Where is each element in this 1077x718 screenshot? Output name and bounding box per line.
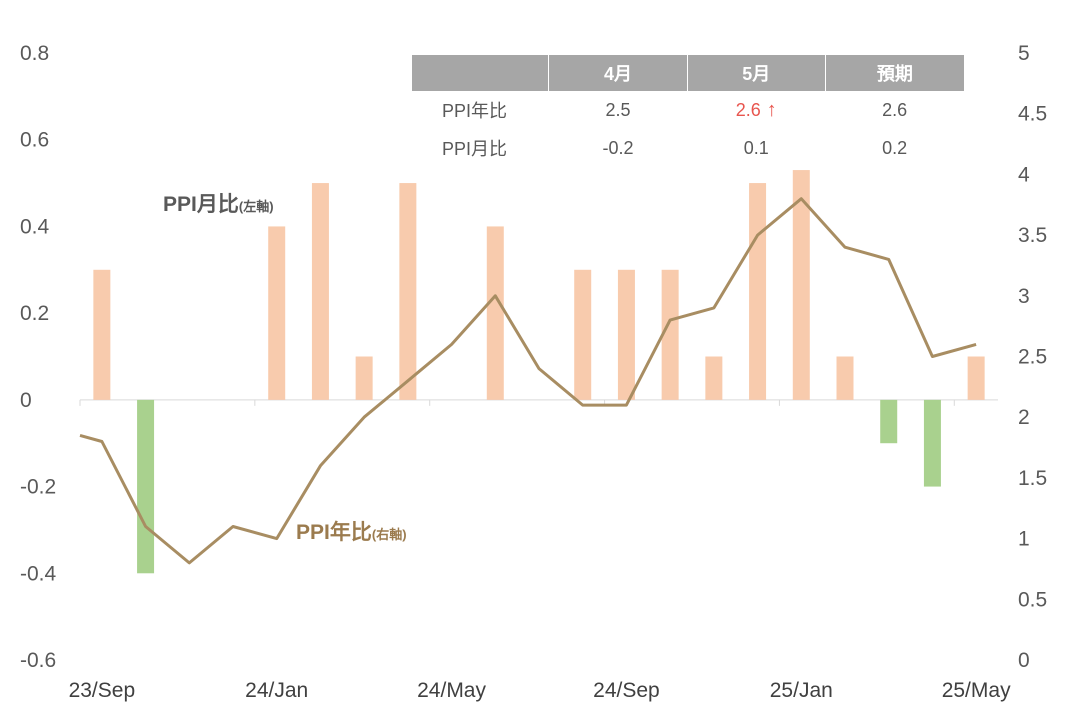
x-axis-labels: 23/Sep 24/Jan 24/May 24/Sep 25/Jan 25/May	[69, 679, 1011, 702]
right-tick-label: 4	[1018, 163, 1030, 186]
right-tick-label: 0	[1018, 649, 1030, 672]
mom-bar	[268, 226, 286, 400]
mom-bar	[705, 356, 723, 400]
left-axis-ticks: 0.8 0.6 0.4 0.2 0 -0.2 -0.4 -0.6	[20, 42, 57, 672]
mom-bar	[749, 183, 767, 400]
right-tick-label: 1	[1018, 528, 1030, 551]
right-tick-label: 1.5	[1018, 467, 1047, 490]
yoy-forecast-value: 2.6	[882, 99, 908, 120]
x-tick-label: 25/May	[942, 679, 1011, 702]
left-tick-label: 0.2	[20, 302, 49, 325]
mom-bar	[836, 356, 854, 400]
row-label-mom: PPI月比	[442, 139, 508, 159]
table-header-row: 4月 5月 預期	[412, 55, 964, 91]
mom-bar	[355, 356, 373, 400]
mom-bar	[923, 399, 941, 487]
yoy-series-label: PPI年比(右軸)	[296, 520, 407, 544]
right-tick-label: 3.5	[1018, 224, 1047, 247]
ppi-summary-table: 4月 5月 預期 PPI年比 2.5 2.6 ↑ 2.6 PPI月比 -0.2 0…	[412, 55, 964, 167]
right-tick-label: 5	[1018, 42, 1030, 65]
right-tick-label: 2.5	[1018, 346, 1047, 369]
table-header-april: 4月	[548, 55, 688, 91]
x-tick-label: 23/Sep	[69, 679, 136, 702]
mom-bar	[967, 356, 985, 400]
mom-bar	[880, 399, 898, 444]
left-tick-label: -0.6	[20, 649, 56, 672]
yoy-may-cell: 2.6 ↑	[687, 91, 825, 129]
up-arrow-icon: ↑	[766, 98, 777, 121]
x-tick-label: 25/Jan	[770, 679, 833, 702]
mom-bar	[574, 269, 592, 400]
right-axis-ticks: 5 4.5 4 3.5 3 2.5 2 1.5 1 0.5 0	[1018, 42, 1047, 672]
mom-bar	[399, 183, 417, 400]
mom-bar	[617, 269, 635, 400]
row-label-yoy: PPI年比	[442, 101, 508, 121]
x-axis-tick-marks	[79, 399, 955, 406]
mom-bar	[486, 226, 504, 400]
mom-bar	[792, 170, 810, 400]
right-tick-label: 2	[1018, 406, 1030, 429]
mom-bars	[93, 170, 985, 574]
left-tick-label: -0.4	[20, 562, 57, 585]
mom-april-value: -0.2	[602, 137, 634, 158]
mom-bar	[93, 269, 111, 400]
left-tick-label: 0.4	[20, 215, 50, 238]
mom-bar	[137, 399, 155, 574]
mom-bar	[311, 183, 329, 400]
table-header-corner	[412, 55, 550, 91]
left-tick-label: 0.6	[20, 129, 49, 152]
x-tick-label: 24/Sep	[593, 679, 660, 702]
table-row: PPI月比 -0.2 0.1 0.2	[412, 129, 964, 167]
x-tick-label: 24/Jan	[245, 679, 308, 702]
x-tick-label: 24/May	[417, 679, 486, 702]
table-header-may: 5月	[687, 55, 826, 91]
table-row: PPI年比 2.5 2.6 ↑ 2.6	[412, 91, 964, 129]
mom-series-label: PPI月比(左軸)	[163, 193, 274, 216]
right-tick-label: 3	[1018, 285, 1030, 308]
right-tick-label: 4.5	[1018, 103, 1047, 126]
left-tick-label: 0.8	[20, 42, 49, 65]
right-tick-label: 0.5	[1018, 588, 1047, 611]
mom-bar	[661, 269, 679, 400]
yoy-april-value: 2.5	[605, 99, 631, 120]
yoy-may-value: 2.6	[735, 99, 761, 120]
table-header-forecast: 預期	[825, 55, 964, 91]
yoy-line	[79, 197, 977, 565]
left-tick-label: 0	[20, 389, 32, 412]
left-tick-label: -0.2	[20, 476, 56, 499]
mom-forecast-value: 0.2	[882, 137, 908, 158]
mom-may-value: 0.1	[743, 137, 769, 158]
